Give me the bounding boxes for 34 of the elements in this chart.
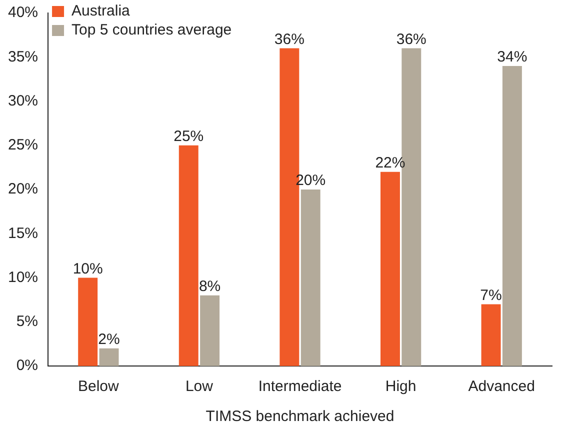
- bar: [78, 278, 98, 366]
- y-tick-label: 25%: [8, 136, 38, 154]
- data-label: 2%: [98, 330, 120, 348]
- data-label: 7%: [480, 286, 502, 304]
- x-tick-label: Advanced: [468, 378, 535, 396]
- y-tick-label: 35%: [8, 48, 38, 66]
- x-tick-label: Below: [78, 378, 120, 396]
- x-tick-label: Low: [185, 378, 214, 396]
- data-label: 10%: [72, 260, 103, 278]
- data-label: 36%: [396, 30, 426, 48]
- x-axis-title: TIMSS benchmark achieved: [206, 408, 394, 426]
- legend-label: Australia: [72, 2, 131, 20]
- legend-label: Top 5 countries average: [72, 22, 232, 39]
- bar: [380, 172, 400, 366]
- y-tick-label: 20%: [8, 180, 38, 198]
- bar: [300, 190, 320, 366]
- bar: [481, 304, 501, 366]
- data-label: 8%: [198, 278, 221, 296]
- x-tick-label: Intermediate: [258, 378, 342, 396]
- bar: [178, 145, 198, 366]
- y-tick-label: 40%: [8, 4, 38, 22]
- x-tick-label: High: [385, 378, 416, 396]
- bar: [502, 66, 522, 366]
- y-tick-label: 30%: [8, 92, 38, 110]
- y-tick-label: 15%: [8, 224, 38, 242]
- data-label: 25%: [174, 128, 204, 146]
- bar: [99, 348, 119, 366]
- y-tick-label: 10%: [8, 268, 38, 286]
- data-label: 34%: [497, 48, 528, 66]
- y-tick-label: 5%: [16, 313, 38, 330]
- bar: [200, 295, 220, 366]
- y-tick-label: 0%: [16, 357, 38, 374]
- data-label: 22%: [375, 154, 406, 172]
- data-label: 36%: [274, 30, 304, 48]
